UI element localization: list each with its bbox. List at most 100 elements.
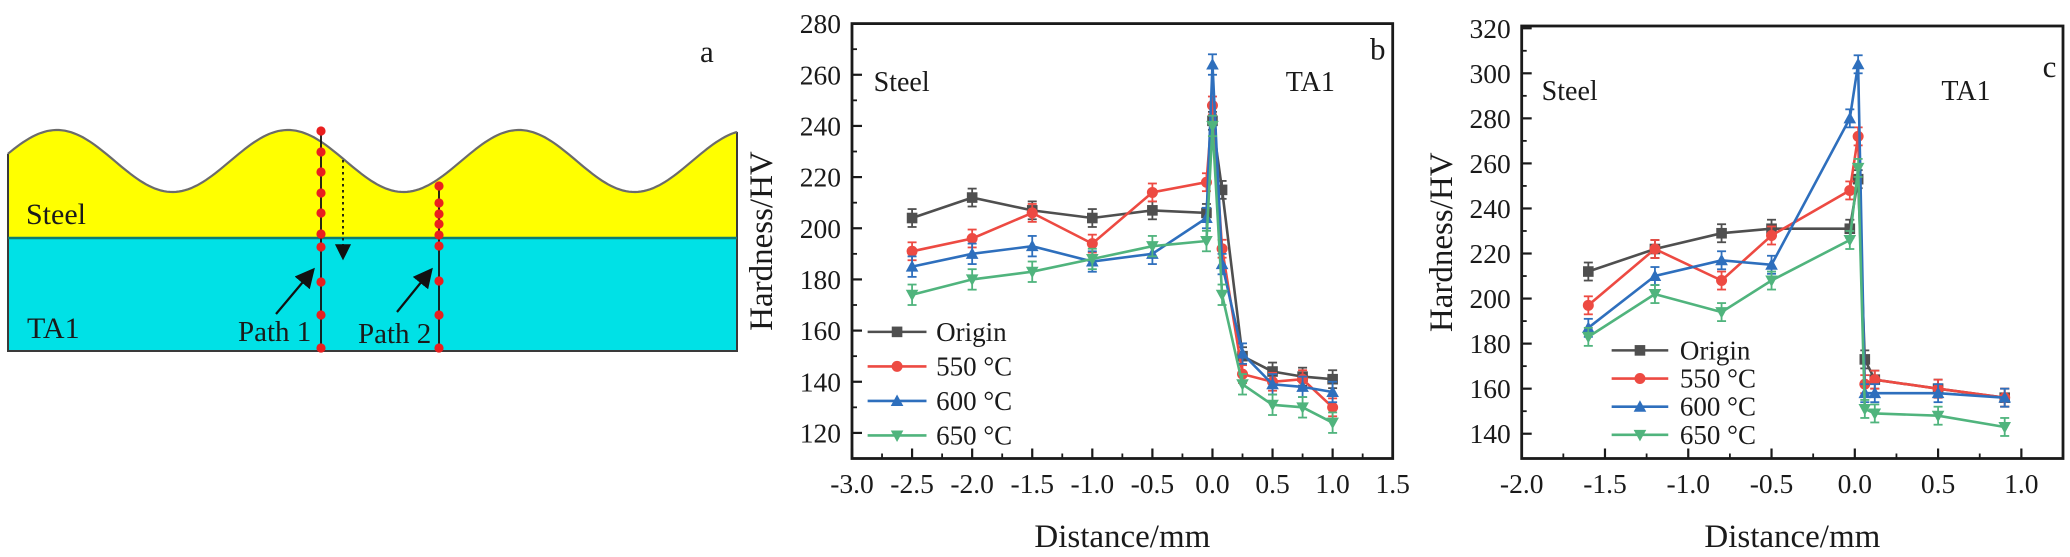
x-tick-label: 0.5 bbox=[1255, 468, 1289, 499]
circle-marker bbox=[1649, 243, 1661, 255]
square-marker bbox=[1716, 227, 1727, 239]
y-tick-label: 260 bbox=[800, 59, 841, 90]
square-marker bbox=[1327, 373, 1338, 385]
y-tick-label: 200 bbox=[800, 213, 841, 244]
square-marker bbox=[1147, 205, 1158, 216]
panel-a-schematic: Steel TA1 Path 1 Path 2 a bbox=[7, 34, 738, 353]
y-axis-title: Hardness/HV bbox=[1424, 152, 1460, 332]
series-line bbox=[1587, 64, 2005, 399]
legend-item-550-c: 550 °C bbox=[867, 351, 1012, 381]
indent-dot bbox=[434, 209, 444, 219]
series-650-c bbox=[905, 114, 1339, 434]
triangle-down-marker bbox=[1326, 417, 1339, 430]
steel-layer-region bbox=[8, 130, 737, 238]
series-600-c bbox=[905, 53, 1339, 404]
axis-ticks bbox=[850, 22, 1394, 459]
x-tick-label: -2.0 bbox=[950, 468, 994, 499]
indent-dot bbox=[316, 167, 326, 177]
triangle-down-marker bbox=[1648, 289, 1662, 301]
circle-marker bbox=[1716, 275, 1728, 287]
triangle-down-marker bbox=[905, 289, 919, 302]
indent-dot bbox=[316, 229, 326, 239]
wavy-surface-outline bbox=[7, 128, 738, 194]
y-tick-label: 220 bbox=[1469, 238, 1510, 269]
indent-dot bbox=[316, 277, 326, 287]
legend-item-origin: Origin bbox=[867, 317, 1007, 347]
triangle-up-marker bbox=[965, 247, 979, 259]
triangle-up-marker bbox=[1715, 253, 1728, 266]
legend-label: 600 °C bbox=[1680, 392, 1756, 422]
circle-marker bbox=[1766, 229, 1778, 241]
indent-dot bbox=[316, 208, 326, 218]
circle-marker bbox=[1146, 186, 1158, 198]
circle-marker bbox=[1634, 373, 1646, 385]
triangle-up-marker bbox=[1648, 269, 1662, 282]
triangle-down-marker bbox=[1215, 289, 1229, 302]
x-axis-title: Distance/mm bbox=[1034, 519, 1210, 555]
series-650-c bbox=[1582, 158, 2012, 437]
y-tick-label: 240 bbox=[800, 110, 841, 141]
annotation-steel: Steel bbox=[874, 67, 930, 98]
legend-label: 650 °C bbox=[1680, 420, 1756, 450]
series-line bbox=[911, 64, 1333, 394]
triangle-down-marker bbox=[1868, 408, 1882, 420]
triangle-up-marker bbox=[1025, 239, 1039, 252]
triangle-down-marker bbox=[965, 274, 979, 286]
triangle-down-marker bbox=[1146, 241, 1159, 253]
x-tick-label: -1.0 bbox=[1071, 468, 1115, 499]
steel-region-label: Steel bbox=[26, 198, 86, 231]
y-tick-label: 140 bbox=[800, 366, 841, 397]
y-axis-title: Hardness/HV bbox=[745, 151, 780, 331]
circle-marker bbox=[906, 245, 918, 257]
square-marker bbox=[891, 326, 903, 338]
y-tick-label: 220 bbox=[800, 162, 841, 193]
triangle-up-marker bbox=[1843, 111, 1857, 124]
triangle-down-marker bbox=[1843, 234, 1857, 247]
ta1-region-label: TA1 bbox=[27, 312, 80, 345]
square-marker bbox=[1583, 266, 1594, 277]
y-tick-label: 160 bbox=[800, 315, 841, 346]
square-marker bbox=[1634, 345, 1646, 356]
plot-frame bbox=[1520, 24, 2065, 460]
path2-pointer-arrow bbox=[396, 267, 433, 313]
circle-marker bbox=[1327, 401, 1339, 413]
triangle-down-marker bbox=[890, 430, 904, 442]
x-tick-label: -1.5 bbox=[1010, 468, 1054, 499]
series-line bbox=[1587, 178, 2005, 399]
annotation-c: c bbox=[2043, 49, 2057, 84]
circle-marker bbox=[966, 232, 978, 244]
triangle-down-marker bbox=[1931, 410, 1945, 423]
square-marker bbox=[966, 192, 978, 203]
indent-dot bbox=[434, 241, 444, 251]
x-tick-label: 0.0 bbox=[1195, 468, 1229, 499]
x-tick-label: -2.5 bbox=[890, 468, 934, 499]
series-line bbox=[1587, 167, 2005, 429]
legend-item-650-c: 650 °C bbox=[867, 420, 1012, 450]
triangle-up-marker bbox=[1266, 377, 1279, 390]
series-600-c bbox=[1582, 54, 2012, 408]
y-tick-label: 180 bbox=[1469, 328, 1510, 359]
indent-dot bbox=[316, 242, 326, 252]
y-tick-label: 240 bbox=[1469, 193, 1510, 224]
indent-dot bbox=[316, 147, 326, 157]
y-tick-label: 120 bbox=[800, 417, 841, 448]
indent-dot bbox=[434, 343, 444, 353]
x-tick-label: -2.0 bbox=[1500, 468, 1544, 499]
triangle-down-marker bbox=[1998, 421, 2012, 434]
triangle-down-marker bbox=[1086, 253, 1099, 266]
circle-marker bbox=[1844, 184, 1856, 196]
panel-c-chart-path2: -2.0 -1.5 -1.0 -0.5 0.0 0.5 1.0 140 160 180 200 220… bbox=[1424, 13, 2065, 555]
diagram-border bbox=[7, 131, 738, 352]
indent-dot bbox=[434, 276, 444, 286]
indent-dot bbox=[434, 198, 444, 208]
circle-marker bbox=[1206, 99, 1218, 111]
legend-item-600-c: 600 °C bbox=[1611, 392, 1756, 422]
annotation-ta1: TA1 bbox=[1286, 67, 1335, 98]
indent-dot bbox=[316, 188, 326, 198]
annotation-b: b bbox=[1370, 32, 1386, 67]
x-tick-label: 1.0 bbox=[2004, 468, 2038, 499]
triangle-down-marker bbox=[1200, 236, 1213, 248]
indent-dot bbox=[434, 230, 444, 240]
